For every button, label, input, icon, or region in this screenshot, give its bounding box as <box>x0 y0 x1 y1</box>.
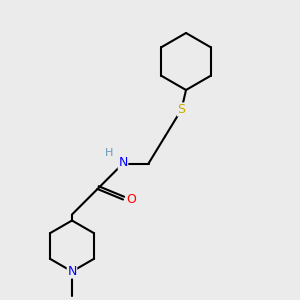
Text: S: S <box>178 103 185 116</box>
Text: H: H <box>105 148 114 158</box>
Text: O: O <box>127 193 136 206</box>
Text: N: N <box>118 156 128 170</box>
Text: N: N <box>67 265 77 278</box>
